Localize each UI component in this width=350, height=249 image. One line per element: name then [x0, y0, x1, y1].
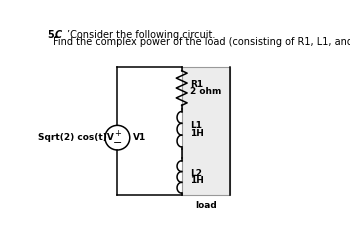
Text: 1H: 1H [190, 128, 204, 137]
Text: 5.: 5. [48, 30, 58, 40]
Text: L1: L1 [190, 121, 202, 130]
Text: Sqrt(2) cos(t)V: Sqrt(2) cos(t)V [38, 133, 113, 142]
Text: Find the complex power of the load (consisting of R1, L1, and L2).: Find the complex power of the load (cons… [53, 37, 350, 47]
Text: C: C [55, 30, 62, 40]
Bar [182, 67, 230, 195]
Text: +: + [114, 128, 121, 137]
Text: 1H: 1H [190, 176, 204, 185]
Text: ’Consider the following circuit.: ’Consider the following circuit. [67, 30, 215, 40]
Text: L2: L2 [190, 169, 202, 178]
Text: 2 ohm: 2 ohm [190, 87, 222, 96]
Text: R1: R1 [190, 80, 203, 89]
Text: load: load [195, 201, 217, 210]
Text: V1: V1 [133, 133, 146, 142]
Text: −: − [113, 138, 122, 148]
